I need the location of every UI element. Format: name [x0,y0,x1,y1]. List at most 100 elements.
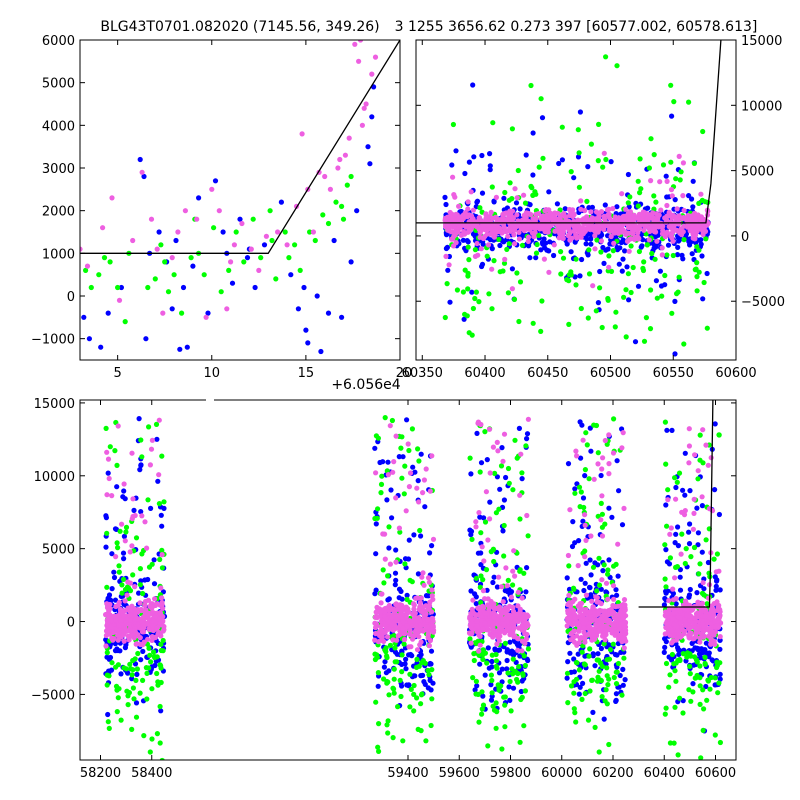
pink-data-point [626,230,632,236]
pink-data-point [465,199,471,205]
pink-data-point [420,490,426,496]
green-data-point [507,180,513,186]
pink-data-point [132,584,138,590]
pink-data-point [679,215,686,222]
blue-data-point [676,651,682,658]
blue-data-point [570,519,576,525]
blue-data-point [567,650,573,656]
green-data-point [571,706,577,712]
pink-data-point [587,609,593,615]
blue-data-point [664,588,671,594]
green-data-point [688,698,694,704]
blue-data-point [687,521,693,527]
pink-data-point [414,647,421,653]
pink-data-point [512,186,518,192]
green-data-point [477,584,483,590]
green-data-point [662,272,668,279]
green-data-point [375,670,381,676]
green-data-point [226,267,232,273]
pink-data-point [110,637,116,643]
green-data-point [637,190,643,196]
green-data-point [521,570,527,576]
green-data-point [107,444,113,450]
green-data-point [515,670,521,677]
green-data-point [573,282,579,288]
blue-data-point [669,113,675,119]
pink-data-point [582,554,588,560]
green-data-point [610,641,616,647]
blue-data-point [565,461,572,467]
green-data-point [134,666,140,672]
pink-data-point [511,548,517,554]
green-data-point [109,660,115,666]
blue-data-point [626,297,632,303]
green-data-point [664,523,670,529]
pink-data-point [466,212,472,218]
blue-data-point [365,144,371,150]
pink-data-point [116,297,123,303]
pink-data-point [488,209,494,215]
green-data-point [712,732,718,738]
green-data-point [599,524,606,530]
pink-data-point [606,432,612,438]
blue-data-point [601,716,607,722]
pink-data-point [346,135,352,141]
green-data-point [623,287,629,293]
pink-data-point [425,617,431,623]
green-data-point [586,476,592,482]
pink-data-point [417,600,423,606]
blue-data-point [595,300,602,306]
pink-data-point [507,603,513,610]
blue-data-point [672,540,678,546]
blue-data-point [420,672,426,679]
green-data-point [568,169,574,175]
pink-data-point [565,233,571,239]
blue-data-point [680,256,686,262]
blue-data-point [114,484,120,490]
green-data-point [669,310,675,316]
blue-data-point [496,670,503,676]
blue-data-point [564,575,570,581]
pink-data-point [299,131,305,137]
blue-data-point [507,697,513,704]
green-data-point [673,678,679,684]
pink-data-point [500,599,506,605]
green-data-point [391,690,397,696]
green-data-point [484,660,490,666]
pink-data-point [451,224,457,230]
blue-data-point [482,672,488,678]
pink-data-point [659,245,665,251]
pink-data-point [572,227,578,233]
green-data-point [378,481,385,487]
blue-data-point [462,170,468,177]
green-data-point [614,669,620,675]
blue-data-point [620,666,626,673]
green-data-point [415,446,421,452]
pink-data-point [586,225,592,231]
blue-data-point [625,171,632,178]
pink-data-point [224,306,230,312]
blue-data-point [177,346,183,352]
pink-data-point [476,509,482,516]
blue-data-point [81,314,87,320]
pink-data-point [127,608,133,614]
pink-data-point [382,609,388,615]
green-data-point [596,749,602,755]
green-data-point [578,305,584,312]
green-data-point [506,480,512,486]
green-data-point [149,736,155,742]
y-tick-label: 0 [67,290,75,305]
green-data-point [598,249,604,255]
blue-data-point [383,670,389,676]
pink-data-point [130,237,136,244]
green-data-point [147,749,153,755]
blue-data-point [490,579,496,586]
green-data-point [161,499,167,505]
green-data-point [148,659,154,665]
green-data-point [490,703,496,709]
blue-data-point [547,239,553,245]
blue-data-point [542,240,548,246]
blue-data-point [620,256,626,262]
blue-data-point [702,649,708,655]
green-data-point [606,656,613,662]
